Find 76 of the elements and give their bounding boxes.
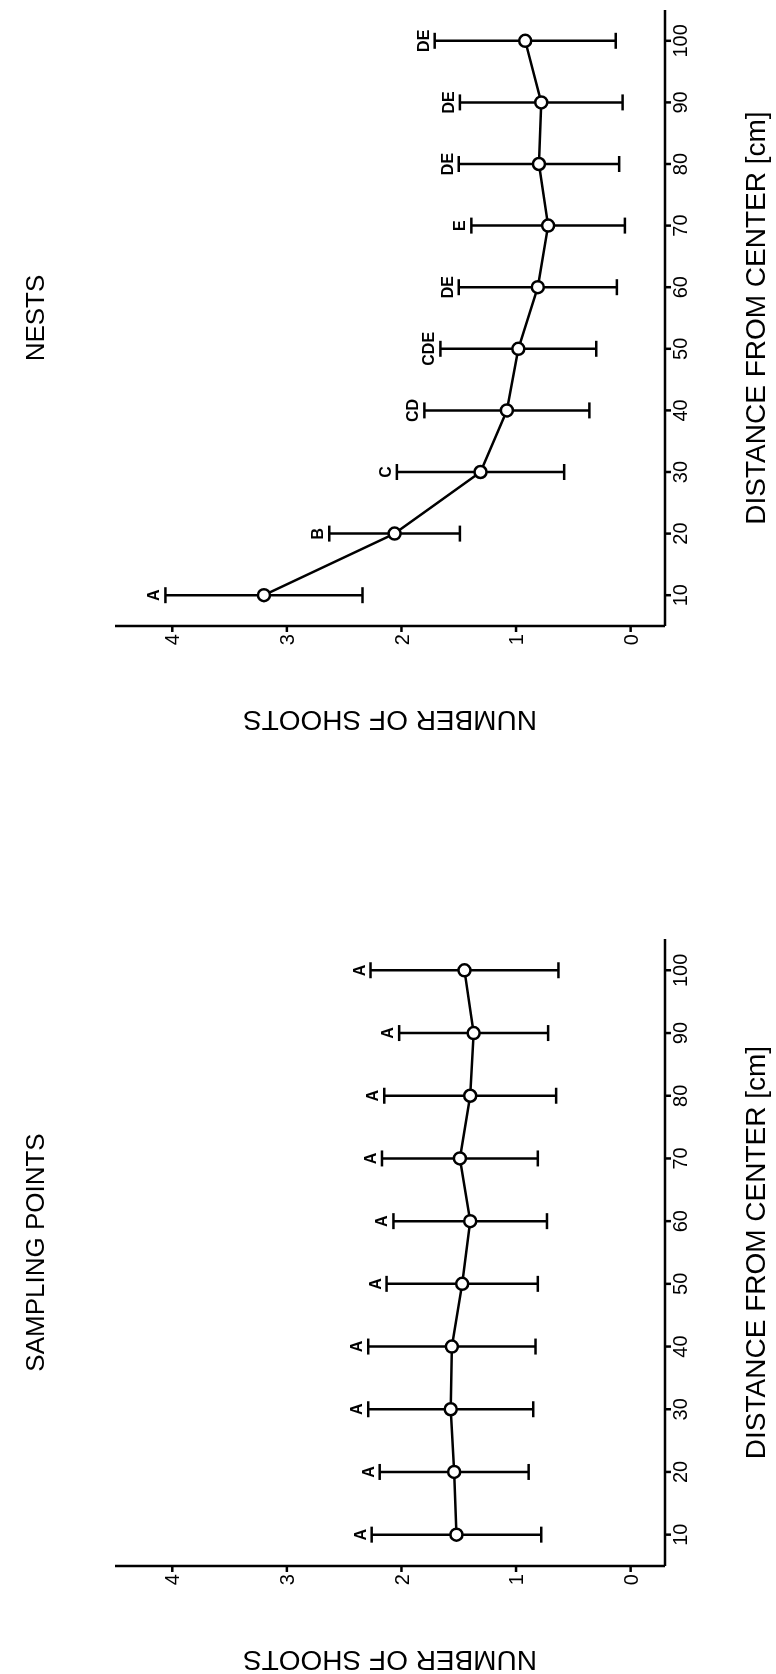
annotation: DE — [439, 90, 457, 114]
x-tick-label: 4 — [161, 1574, 184, 1586]
y-tick-label: 50 — [669, 337, 692, 360]
y-tick-label: 30 — [669, 1398, 692, 1421]
y-tick-label: 10 — [669, 1523, 692, 1546]
point — [449, 1527, 464, 1542]
annotation: C — [376, 465, 394, 478]
point — [462, 1088, 478, 1103]
annotation: A — [359, 1465, 377, 1478]
x-tick-label: 2 — [390, 634, 413, 646]
point — [517, 33, 533, 49]
text: NESTS — [20, 273, 51, 364]
y-tick-label: 100 — [669, 953, 692, 988]
x-tick-label: 4 — [161, 634, 184, 646]
point — [499, 403, 515, 418]
annotation: E — [451, 219, 469, 231]
y-tick-label: 20 — [669, 522, 692, 545]
point — [531, 156, 547, 172]
y-tick-label: 90 — [669, 91, 692, 114]
annotation: A — [379, 1026, 397, 1039]
point — [530, 279, 546, 295]
point — [511, 341, 526, 357]
point — [387, 526, 402, 541]
x-tick-label: 1 — [505, 634, 528, 646]
annotation: B — [309, 527, 327, 540]
annotation: A — [145, 588, 163, 601]
x-tick-label: 3 — [275, 634, 298, 646]
y-tick-label: 20 — [669, 1460, 692, 1484]
point — [534, 95, 549, 110]
point — [454, 1276, 470, 1292]
annotation: A — [348, 1340, 366, 1353]
y-tick-label: 50 — [669, 1272, 692, 1295]
y-tick-label: 80 — [669, 1084, 692, 1107]
y-tick-label: 40 — [669, 399, 692, 422]
x-tick-label: 3 — [275, 1574, 298, 1586]
point — [256, 587, 272, 603]
point — [457, 963, 472, 978]
y-tick-label: 70 — [669, 214, 692, 237]
y-tick-label: 10 — [669, 584, 692, 607]
annotation: A — [364, 1089, 382, 1102]
y-tick-label: 60 — [669, 1210, 692, 1233]
x-axis-title: NUMBER OF SHOOTS — [242, 1645, 538, 1674]
x-tick-label: 0 — [619, 634, 642, 646]
x-tick-label: 1 — [505, 1574, 528, 1586]
annotation: A — [361, 1152, 379, 1165]
annotation: A — [350, 964, 368, 977]
annotation: DE — [438, 152, 456, 176]
point — [444, 1339, 460, 1354]
y-tick-label: 80 — [669, 152, 692, 176]
x-tick-label: 0 — [619, 1574, 642, 1586]
annotation: A — [366, 1277, 384, 1290]
point — [466, 1025, 481, 1041]
annotation: DE — [438, 275, 456, 299]
y-tick-label: 100 — [669, 24, 692, 58]
point — [446, 1464, 462, 1480]
y-tick-label: 90 — [669, 1021, 692, 1045]
annotation: DE — [414, 29, 432, 52]
annotation: CDE — [420, 331, 438, 366]
point — [473, 464, 488, 480]
y-tick-label: 70 — [669, 1147, 692, 1170]
annotation: A — [373, 1214, 391, 1227]
y-tick-label: 30 — [669, 460, 692, 484]
annotation: A — [351, 1528, 369, 1541]
x-tick-label: 2 — [390, 1574, 413, 1586]
y-tick-label: 60 — [669, 276, 692, 299]
y-axis-title: DISTANCE FROM CENTER [cm] — [740, 111, 771, 525]
y-tick-label: 40 — [669, 1335, 692, 1358]
point — [462, 1213, 478, 1229]
text: SAMPLING POINTS — [20, 1132, 51, 1374]
annotation: CD — [404, 398, 422, 422]
point — [540, 218, 556, 233]
annotation: A — [348, 1403, 366, 1416]
point — [443, 1402, 458, 1417]
y-axis-title: DISTANCE FROM CENTER [cm] — [740, 1045, 771, 1460]
x-axis-title: NUMBER OF SHOOTS — [242, 705, 538, 737]
point — [452, 1151, 468, 1166]
